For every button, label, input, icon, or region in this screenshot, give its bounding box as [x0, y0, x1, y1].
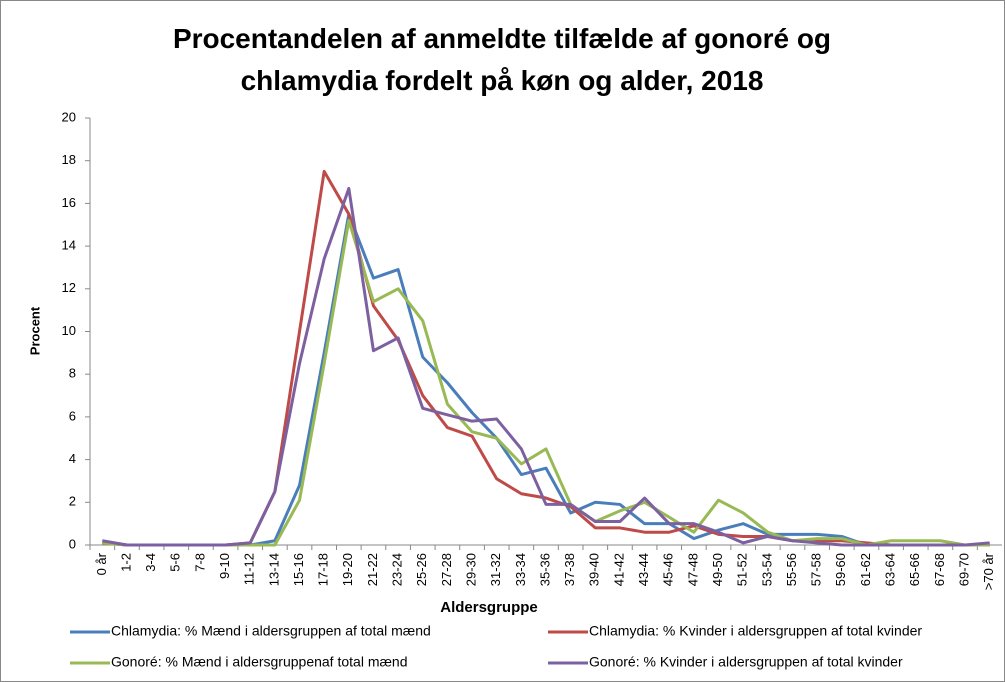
y-tick-label: 20: [62, 109, 76, 124]
x-tick-label: 31-32: [488, 553, 503, 586]
x-tick-label: 3-4: [143, 553, 158, 572]
x-tick-label: 63-64: [883, 553, 898, 586]
legend-label: Gonoré: % Mænd i aldersgruppenaf total m…: [111, 654, 408, 670]
x-tick-label: 25-26: [414, 553, 429, 586]
series-line: [102, 169, 990, 547]
x-tick-label: 19-20: [340, 553, 355, 586]
legend-label: Gonoré: % Kvinder i aldersgruppen af tot…: [589, 654, 903, 670]
y-tick-label: 16: [62, 195, 76, 210]
series-line: [102, 212, 990, 547]
x-tick-label: 5-6: [168, 553, 183, 572]
x-tick-label: 67-68: [932, 553, 947, 586]
x-tick-label: 37-38: [562, 553, 577, 586]
y-tick-label: 10: [62, 323, 76, 338]
y-tick-label: 18: [62, 152, 76, 167]
x-tick-label: 7-8: [192, 553, 207, 572]
x-tick-label: 41-42: [611, 553, 626, 586]
x-tick-label: 17-18: [316, 553, 331, 586]
y-tick-label: 0: [69, 536, 76, 551]
x-tick-label: 55-56: [784, 553, 799, 586]
y-tick-label: 4: [69, 451, 76, 466]
x-tick-label: 27-28: [439, 553, 454, 586]
y-tick-label: 6: [69, 408, 76, 423]
x-tick-label: 13-14: [266, 553, 281, 586]
x-tick-label: 49-50: [710, 553, 725, 586]
legend-label: Chlamydia: % Kvinder i aldersgruppen af …: [589, 623, 922, 639]
x-tick-label: 57-58: [809, 553, 824, 586]
x-tick-label: 53-54: [759, 553, 774, 586]
legend-label: Chlamydia: % Mænd i aldersgruppen af tot…: [111, 623, 431, 639]
y-tick-label: 12: [62, 280, 76, 295]
x-tick-label: 9-10: [217, 553, 232, 579]
x-tick-label: 1-2: [118, 553, 133, 572]
x-tick-label: 29-30: [463, 553, 478, 586]
x-tick-label: 65-66: [907, 553, 922, 586]
chart-title: Procentandelen af anmeldte tilfælde af g…: [172, 23, 832, 96]
y-tick-label: 8: [69, 366, 76, 381]
y-tick-label: 14: [62, 238, 76, 253]
x-tick-label: 21-22: [365, 553, 380, 586]
x-tick-label: 43-44: [636, 553, 651, 586]
series-line: [102, 218, 990, 547]
x-axis-label: Aldersgruppe: [440, 599, 538, 616]
x-tick-label: >70 år: [981, 552, 996, 590]
x-tick-label: 45-46: [661, 553, 676, 586]
x-tick-label: 59-60: [833, 553, 848, 586]
x-tick-label: 11-12: [242, 553, 257, 585]
x-tick-label: 39-40: [587, 553, 602, 586]
x-tick-label: 69-70: [956, 553, 971, 586]
series-line: [102, 186, 990, 547]
x-tick-label: 51-52: [735, 553, 750, 586]
x-tick-label: 61-62: [858, 553, 873, 586]
x-tick-label: 33-34: [513, 553, 528, 586]
x-tick-label: 23-24: [390, 553, 405, 586]
y-axis-label: Procent: [27, 306, 42, 355]
x-tick-label: 0 år: [94, 552, 109, 575]
x-tick-label: 35-36: [537, 553, 552, 586]
y-tick-label: 2: [69, 494, 76, 509]
x-tick-label: 47-48: [685, 553, 700, 586]
x-tick-label: 15-16: [291, 553, 306, 586]
